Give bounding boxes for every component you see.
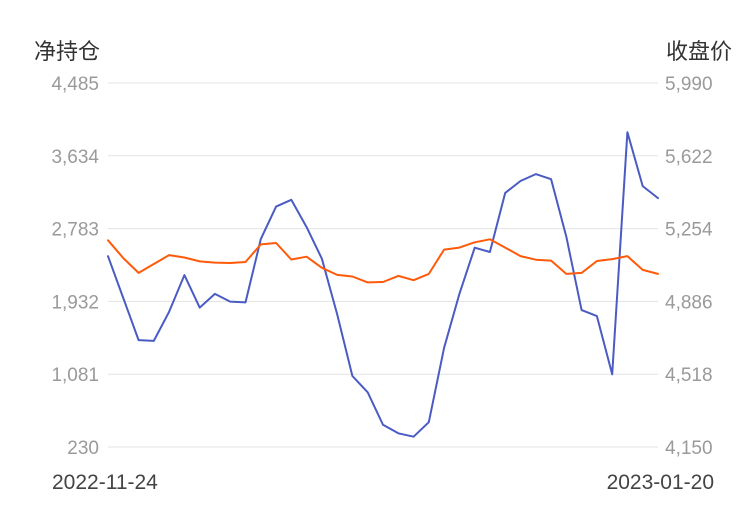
- right-tick-label: 4,150: [665, 438, 713, 459]
- right-tick-label: 4,886: [665, 292, 713, 313]
- right-tick-label: 4,518: [665, 365, 713, 386]
- right-tick-label: 5,254: [665, 220, 713, 241]
- right-axis-title: 收盘价: [665, 40, 732, 65]
- left-tick-label: 1,081: [51, 365, 99, 386]
- left-tick-label: 4,485: [51, 74, 99, 95]
- left-tick-label: 230: [67, 438, 99, 459]
- right-tick-label: 5,990: [665, 74, 713, 95]
- right-tick-label: 5,622: [665, 147, 713, 168]
- left-axis-title: 净持仓: [34, 40, 101, 65]
- left-tick-label: 2,783: [51, 220, 99, 241]
- x-end-label: 2023-01-20: [607, 471, 714, 494]
- left-tick-label: 3,634: [51, 147, 99, 168]
- net-position-line: [107, 131, 659, 438]
- x-start-label: 2022-11-24: [52, 471, 158, 494]
- left-tick-label: 1,932: [51, 292, 99, 313]
- close-price-line: [107, 238, 659, 284]
